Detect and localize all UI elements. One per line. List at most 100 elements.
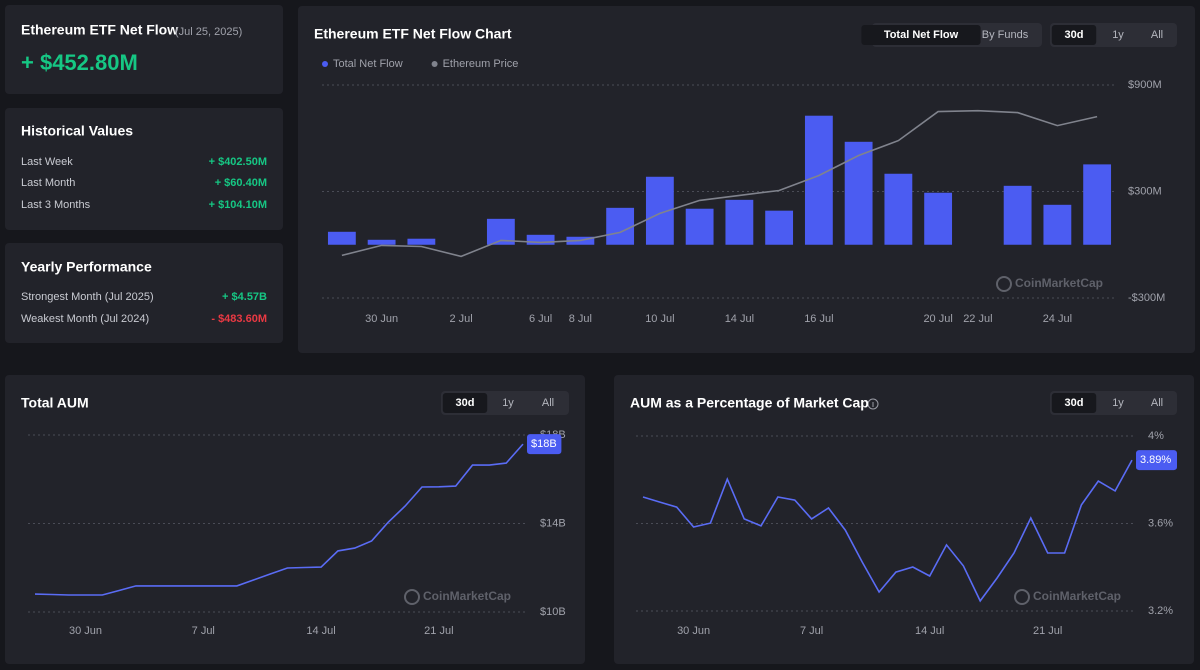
- active-button: [1051, 25, 1097, 45]
- bar: [804, 115, 833, 245]
- row-label: Strongest Month (Jul 2025): [21, 291, 154, 303]
- bar: [367, 239, 396, 245]
- active-button: [861, 25, 981, 45]
- legend-marker: [431, 61, 438, 67]
- y-tick-label: -$300M: [1128, 292, 1165, 304]
- x-tick-label: 8 Jul: [569, 313, 592, 325]
- watermark-logo: [996, 276, 1012, 292]
- row-label: Weakest Month (Jul 2024): [21, 313, 149, 325]
- chart-title: Total AUM: [21, 395, 89, 411]
- section-title: Yearly Performance: [21, 259, 152, 275]
- x-tick-label: 30 Jun: [365, 313, 398, 325]
- button[interactable]: 30d: [1065, 29, 1084, 41]
- active-button: [1051, 393, 1097, 413]
- bar: [924, 192, 953, 245]
- y-tick-label: 3.2%: [1148, 605, 1173, 617]
- y-tick-label: $10B: [540, 606, 566, 618]
- section-title: Historical Values: [21, 123, 133, 139]
- panel: [5, 243, 283, 343]
- bar: [1003, 185, 1032, 245]
- bar: [1043, 204, 1072, 245]
- bar: [606, 207, 635, 245]
- x-tick-label: 30 Jun: [69, 625, 102, 637]
- y-tick-label: $900M: [1128, 79, 1162, 91]
- y-tick-label: 4%: [1148, 430, 1164, 442]
- x-tick-label: 14 Jul: [915, 625, 944, 637]
- button[interactable]: All: [542, 397, 554, 409]
- panel: [614, 375, 1194, 664]
- data-label: 3.89%: [1140, 454, 1171, 466]
- button[interactable]: All: [1151, 29, 1163, 41]
- button[interactable]: Total Net Flow: [884, 29, 959, 41]
- x-tick-label: 7 Jul: [800, 625, 823, 637]
- chart-title: AUM as a Percentage of Market Cap: [630, 395, 869, 411]
- legend-label: Ethereum Price: [443, 58, 519, 70]
- x-tick-label: 24 Jul: [1043, 313, 1072, 325]
- x-tick-label: 14 Jul: [306, 625, 335, 637]
- button[interactable]: All: [1151, 397, 1163, 409]
- line: [34, 443, 524, 596]
- panel: [5, 375, 585, 664]
- watermark: CoinMarketCap: [1033, 589, 1121, 603]
- summary-date: (Jul 25, 2025): [175, 26, 242, 38]
- x-tick-label: 6 Jul: [529, 313, 552, 325]
- value-badge: [1136, 450, 1177, 471]
- row-value: - $483.60M: [211, 313, 267, 325]
- bar: [685, 208, 714, 245]
- button[interactable]: 30d: [456, 397, 475, 409]
- bar: [407, 238, 436, 245]
- chart-title: Ethereum ETF Net Flow Chart: [314, 26, 512, 42]
- panel: [5, 108, 283, 230]
- bar: [725, 199, 754, 245]
- bar: [765, 210, 794, 245]
- bar: [844, 141, 873, 245]
- x-tick-label: 20 Jul: [923, 313, 952, 325]
- y-tick-label: 3.6%: [1148, 517, 1173, 529]
- line: [341, 109, 1098, 258]
- legend-label: Total Net Flow: [333, 58, 403, 70]
- bar: [327, 231, 356, 245]
- row-label: Last 3 Months: [21, 199, 91, 211]
- button[interactable]: By Funds: [982, 29, 1029, 41]
- watermark: CoinMarketCap: [423, 589, 511, 603]
- watermark-logo: [1014, 589, 1030, 605]
- bar: [884, 173, 913, 245]
- y-tick-label: $300M: [1128, 185, 1162, 197]
- watermark: CoinMarketCap: [1015, 276, 1103, 290]
- line: [642, 459, 1133, 603]
- x-tick-label: 22 Jul: [963, 313, 992, 325]
- x-tick-label: 2 Jul: [450, 313, 473, 325]
- summary-value: + $452.80M: [21, 50, 138, 75]
- button[interactable]: 30d: [1065, 397, 1084, 409]
- info-icon[interactable]: [867, 398, 879, 410]
- bar: [526, 234, 555, 245]
- bar: [1083, 164, 1112, 245]
- value-badge: [527, 434, 562, 455]
- panel: [298, 6, 1195, 353]
- data-label: $18B: [531, 438, 557, 450]
- active-button: [442, 393, 488, 413]
- x-tick-label: 21 Jul: [424, 625, 453, 637]
- button[interactable]: 1y: [1112, 29, 1124, 41]
- panel: [5, 5, 283, 94]
- x-tick-label: 14 Jul: [725, 313, 754, 325]
- x-tick-label: 21 Jul: [1033, 625, 1062, 637]
- y-tick-label: $14B: [540, 517, 566, 529]
- summary-title: Ethereum ETF Net Flow: [21, 22, 178, 38]
- x-tick-label: 16 Jul: [804, 313, 833, 325]
- legend-marker: [322, 61, 328, 67]
- row-label: Last Week: [21, 156, 73, 168]
- x-tick-label: 10 Jul: [645, 313, 674, 325]
- x-tick-label: 7 Jul: [192, 625, 215, 637]
- row-value: + $60.40M: [215, 177, 267, 189]
- x-tick-label: 30 Jun: [677, 625, 710, 637]
- button[interactable]: 1y: [502, 397, 514, 409]
- row-value: + $402.50M: [209, 156, 267, 168]
- button[interactable]: 1y: [1112, 397, 1124, 409]
- row-label: Last Month: [21, 177, 75, 189]
- row-value: + $4.57B: [222, 291, 267, 303]
- row-value: + $104.10M: [209, 199, 267, 211]
- watermark-logo: [404, 589, 420, 605]
